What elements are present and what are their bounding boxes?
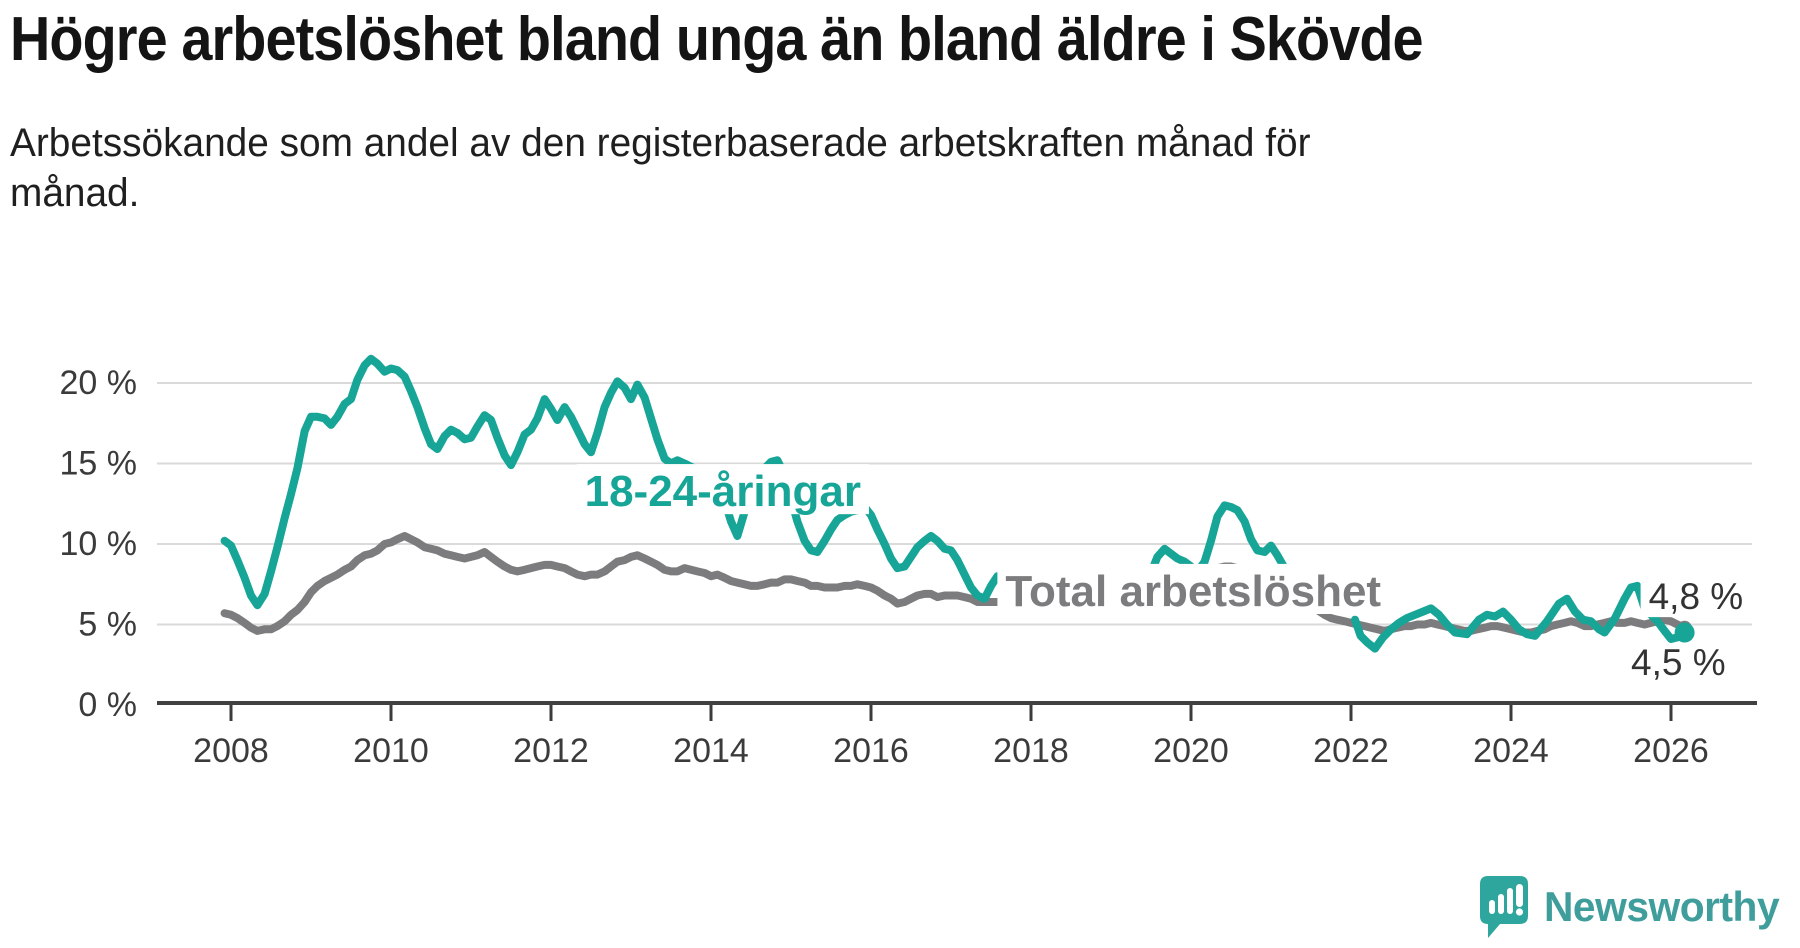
x-tick-label: 2010 [353,732,429,770]
series-end-dot-18-24 [1674,622,1695,643]
x-tick-label: 2026 [1633,732,1709,770]
series-label-total-bg [997,563,1390,614]
end-value-label-gray-bg [1640,572,1752,618]
series-label-18-24-bg [576,464,869,515]
y-tick-label: 5 % [78,606,137,644]
x-tick-label: 2024 [1473,732,1549,770]
series-line-18-24 [1147,501,1289,577]
newsworthy-logo-text: Newsworthy [1543,883,1780,930]
chart-subtitle: Arbetssökande som andel av den registerb… [10,121,1311,216]
x-tick-label: 2008 [193,732,269,770]
y-tick-label: 0 % [78,686,137,724]
x-tick-label: 2016 [833,732,909,770]
series-label-18-24: 18-24-åringar [585,467,861,516]
y-tick-label: 15 % [60,445,138,483]
y-tick-label: 20 % [60,364,138,402]
y-tick-label: 10 % [60,525,138,563]
series-line-total [220,532,1689,637]
x-tick-label: 2012 [513,732,589,770]
page-title: Högre arbetslöshet bland unga än bland ä… [10,5,1424,74]
newsworthy-bubble-icon [1479,876,1528,938]
x-tick-label: 2018 [993,732,1069,770]
end-value-label-teal: 4,5 % [1631,642,1726,683]
x-tick-label: 2014 [673,732,749,770]
x-tick-label: 2022 [1313,732,1389,770]
x-tick-label: 2020 [1153,732,1229,770]
series-label-total: Total arbetslöshet [1005,567,1381,616]
end-value-label-gray: 4,8 % [1649,576,1744,617]
series-line-18-24 [1351,581,1689,653]
newsworthy-logo: Newsworthy [1478,874,1786,940]
